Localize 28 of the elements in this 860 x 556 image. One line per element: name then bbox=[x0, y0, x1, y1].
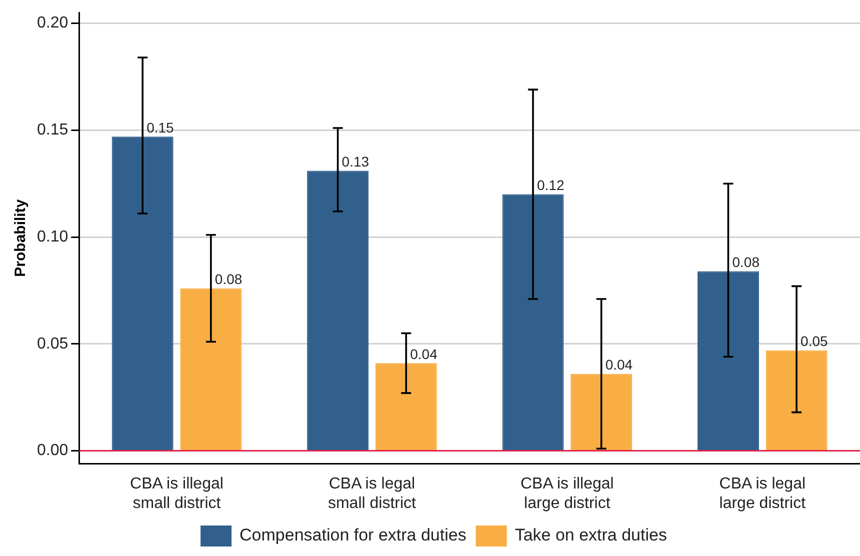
y-tick-label: 0.00 bbox=[37, 442, 68, 460]
data-label: 0.15 bbox=[146, 119, 174, 136]
x-tick-label: CBA is legal large district bbox=[719, 476, 806, 512]
data-label: 0.04 bbox=[605, 356, 633, 373]
data-label: 0.05 bbox=[800, 333, 828, 350]
x-tick-label: CBA is illegal small district bbox=[130, 476, 224, 512]
bar bbox=[697, 271, 759, 450]
bar bbox=[307, 170, 369, 450]
y-tick-label: 0.10 bbox=[37, 228, 68, 246]
bar bbox=[502, 194, 564, 450]
data-label: 0.08 bbox=[214, 271, 242, 288]
x-tick-label: CBA is legal small district bbox=[328, 476, 417, 512]
bar bbox=[570, 374, 632, 450]
data-label: 0.13 bbox=[342, 154, 370, 170]
data-label: 0.12 bbox=[537, 177, 564, 194]
bar bbox=[180, 288, 242, 450]
y-tick-label: 0.15 bbox=[37, 122, 68, 139]
x-tick-label: CBA is illegal large district bbox=[520, 476, 614, 512]
legend-label: Compensation for extra duties bbox=[240, 526, 466, 545]
y-axis-title: Probability bbox=[12, 198, 30, 277]
legend-label: Take on extra duties bbox=[514, 526, 667, 545]
bar bbox=[112, 136, 174, 450]
y-tick-label: 0.20 bbox=[37, 14, 68, 32]
y-tick-label: 0.05 bbox=[37, 335, 68, 352]
data-label: 0.04 bbox=[410, 346, 438, 362]
bar bbox=[375, 363, 437, 450]
bar bbox=[766, 350, 828, 450]
data-label: 0.08 bbox=[732, 254, 760, 270]
